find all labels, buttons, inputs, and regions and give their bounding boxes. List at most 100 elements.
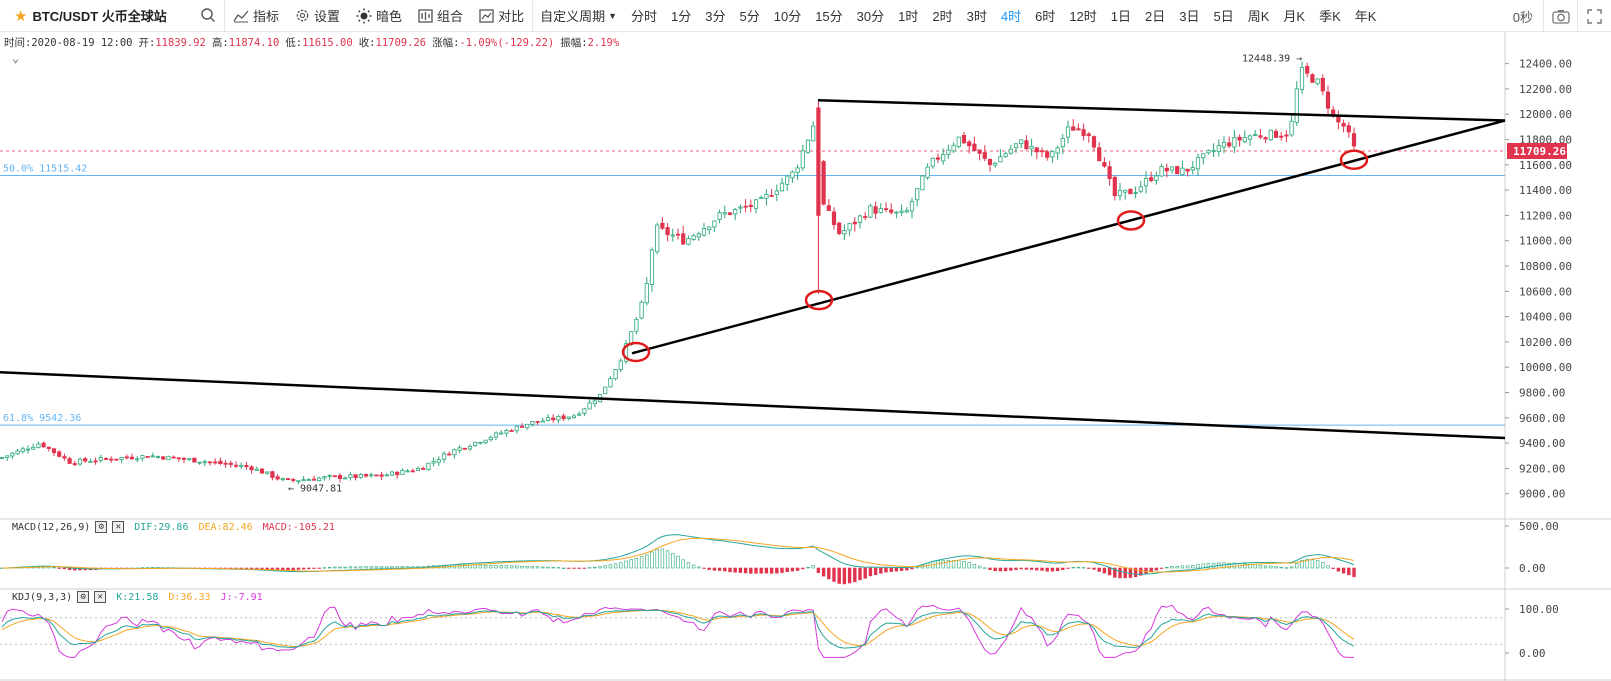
period-2[interactable]: 3分 [705, 9, 726, 24]
macd-bar-137 [712, 567, 717, 571]
period-11[interactable]: 6时 [1035, 9, 1056, 24]
period-4[interactable]: 10分 [773, 9, 802, 24]
period-12[interactable]: 12时 [1069, 9, 1097, 24]
candle-body-132 [686, 238, 691, 245]
period-13[interactable]: 1日 [1110, 9, 1132, 24]
macd-bar-248 [1289, 566, 1294, 569]
period-16[interactable]: 5日 [1213, 9, 1234, 24]
macd-bar-145 [754, 567, 758, 574]
indicator-button[interactable]: 指标 [225, 0, 287, 31]
macd-bar-228 [1185, 565, 1190, 569]
combo-icon [418, 8, 433, 23]
candle-body-82 [426, 462, 431, 470]
period-10[interactable]: 4时 [1000, 9, 1022, 24]
macd-bar-223 [1159, 567, 1164, 569]
candle-body-35 [181, 457, 187, 460]
candle-body-154 [800, 150, 805, 169]
candle-body-113 [587, 402, 592, 410]
period-18[interactable]: 月K [1283, 9, 1306, 24]
macd-bar-144 [749, 567, 753, 574]
screenshot-button[interactable] [1543, 0, 1577, 32]
macd-bar-114 [593, 566, 597, 569]
candle-body-225 [1169, 166, 1175, 171]
macd-bar-153 [795, 567, 800, 571]
dark-mode-button[interactable]: 暗色 [348, 0, 410, 31]
macd-bar-159 [827, 567, 831, 580]
period-17[interactable]: 周K [1247, 9, 1270, 24]
compare-button[interactable]: 对比 [471, 0, 532, 31]
candle-body-253 [1315, 78, 1320, 85]
candle-body-202 [1050, 150, 1055, 158]
candle-body-73 [379, 474, 384, 477]
macd-bar-215 [1118, 567, 1122, 579]
candle-body-92 [478, 441, 483, 444]
period-5[interactable]: 15分 [815, 9, 843, 24]
macd-bar-148 [769, 567, 774, 574]
period-0[interactable]: 分时 [631, 9, 658, 24]
period-20[interactable]: 年K [1354, 9, 1377, 24]
symbol-selector[interactable]: ★ BTC/USDT 火币全球站 [0, 0, 225, 31]
macd-settings-icon[interactable]: ⚙ [95, 521, 108, 533]
candle-body-124 [644, 283, 649, 304]
chart-canvas[interactable]: 9000.00 9200.00 9400.00 9600.00 9800.00 10000… [0, 32, 1611, 681]
candle-body-87 [452, 449, 457, 456]
favorite-star-icon[interactable]: ★ [14, 7, 28, 25]
period-6[interactable]: 30分 [856, 9, 885, 24]
macd-bar-131 [681, 559, 685, 569]
period-3[interactable]: 5分 [739, 9, 760, 24]
fullscreen-button[interactable] [1577, 0, 1611, 32]
period-14[interactable]: 2日 [1145, 9, 1166, 24]
macd-bar-122 [634, 557, 639, 569]
period-8[interactable]: 2时 [932, 9, 953, 24]
compare-label: 对比 [498, 9, 525, 24]
settings-button[interactable]: 设置 [287, 0, 348, 31]
candle-body-21 [109, 458, 114, 461]
combo-button[interactable]: 组合 [410, 0, 471, 31]
custom-period-dropdown[interactable]: 自定义周期 ▼ [533, 0, 624, 31]
macd-bar-202 [1050, 567, 1055, 572]
period-19[interactable]: 季K [1319, 9, 1341, 24]
candle-body-58 [301, 479, 306, 482]
candle-body-39 [202, 461, 207, 464]
candle-body-204 [1060, 138, 1065, 148]
macd-bar-99 [515, 565, 519, 569]
search-icon[interactable] [200, 7, 216, 23]
candle-body-62 [322, 476, 327, 479]
candle-body-50 [259, 468, 265, 474]
macd-title: MACD(12,26,9) [12, 521, 91, 533]
macd-bar-229 [1191, 565, 1195, 569]
candle-body-64 [332, 475, 337, 478]
candle-body-53 [275, 476, 280, 480]
y-tick-label-13: 11600.00 [1519, 159, 1572, 172]
info-low: 11615.00 [302, 37, 353, 49]
kdj-legend: KDJ(9,3,3) ⚙ ✕ K:21.58 D:36.33 J:-7.91 [12, 591, 263, 603]
macd-bar-245 [1274, 566, 1278, 569]
candle-body-179 [930, 157, 935, 167]
period-15[interactable]: 3日 [1179, 9, 1200, 24]
candle-body-211 [1097, 147, 1102, 162]
macd-bar-149 [775, 567, 779, 574]
candle-body-237 [1232, 136, 1237, 148]
candle-body-80 [415, 467, 421, 472]
candle-body-134 [696, 233, 701, 238]
macd-bar-11 [57, 567, 61, 569]
macd-close-icon[interactable]: ✕ [112, 521, 125, 533]
kdj-close-icon[interactable]: ✕ [94, 591, 107, 603]
candle-body-195 [1013, 143, 1019, 149]
kdj-settings-icon[interactable]: ⚙ [77, 591, 90, 603]
candle-body-242 [1258, 135, 1263, 138]
period-9[interactable]: 3时 [966, 9, 987, 24]
macd-bar-239 [1243, 563, 1247, 569]
candle-body-85 [441, 453, 447, 460]
macd-bar-193 [1003, 567, 1008, 572]
macd-bar-118 [613, 563, 618, 569]
macd-bar-224 [1165, 566, 1169, 569]
candle-body-209 [1086, 133, 1091, 136]
macd-bar-258 [1341, 567, 1346, 574]
period-7[interactable]: 1时 [898, 9, 919, 24]
candle-body-77 [400, 469, 405, 475]
candle-body-49 [254, 468, 259, 471]
info-amp-label: 振幅: [560, 37, 588, 49]
period-1[interactable]: 1分 [671, 9, 692, 24]
candle-body-189 [982, 152, 987, 159]
